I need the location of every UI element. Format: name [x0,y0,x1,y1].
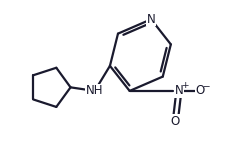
Text: NH: NH [86,84,103,97]
Text: −: − [202,81,210,90]
Text: O: O [196,84,205,97]
Text: N: N [174,84,183,97]
Text: N: N [147,13,156,26]
Text: O: O [171,115,180,128]
Text: +: + [181,81,188,90]
